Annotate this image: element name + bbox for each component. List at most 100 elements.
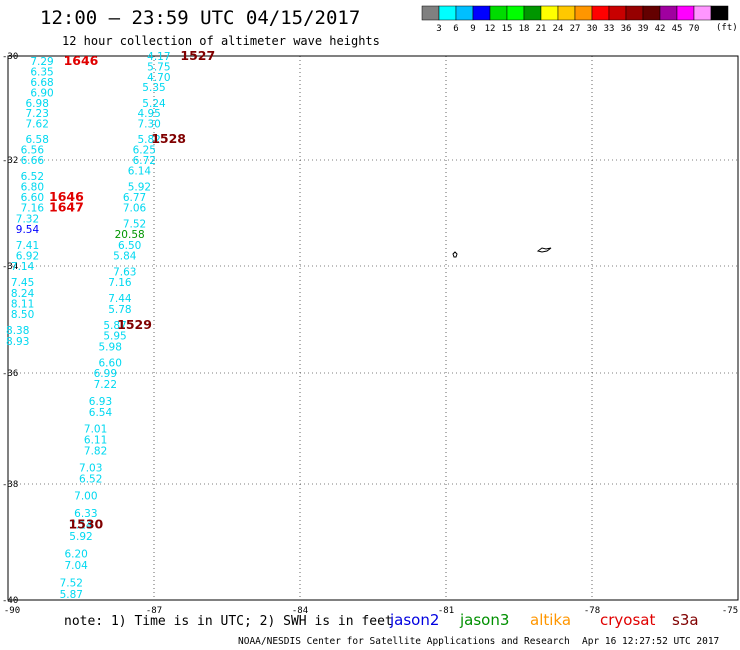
tick-labels: -90 -87 -84 -81 -78 -75 -30 -32 -34 -36 -38 -40 bbox=[2, 52, 738, 616]
swh-value: 5.84 bbox=[113, 250, 137, 262]
legend-swatch bbox=[591, 5, 610, 21]
legend-swatch bbox=[523, 5, 542, 21]
legend-label: 33 bbox=[604, 24, 615, 34]
satellite-label: jason3 bbox=[459, 611, 509, 629]
lon-tick-label: -90 bbox=[4, 606, 20, 616]
swh-value: 20.58 bbox=[115, 229, 145, 241]
swh-value: 6.99 bbox=[94, 368, 117, 380]
legend-label: 21 bbox=[536, 24, 547, 34]
swh-value: 7.52 bbox=[123, 219, 146, 231]
swh-value: 7.29 bbox=[30, 56, 53, 68]
swh-value: 7.16 bbox=[21, 203, 45, 215]
swh-value: 6.50 bbox=[118, 240, 141, 252]
track-time-label: 1528 bbox=[151, 131, 186, 146]
legend-label: 36 bbox=[621, 24, 632, 34]
legend-label: 15 bbox=[502, 24, 513, 34]
map-subtitle: 12 hour collection of altimeter wave hei… bbox=[62, 34, 380, 48]
legend-swatch bbox=[574, 5, 593, 21]
swh-value: 6.60 bbox=[21, 192, 44, 204]
swh-value: 7.32 bbox=[16, 213, 39, 225]
swh-value: 5.78 bbox=[108, 304, 131, 316]
swh-value: 8.11 bbox=[11, 298, 34, 310]
swh-value: 8.93 bbox=[6, 336, 29, 348]
swh-value: 5.24 bbox=[142, 98, 166, 110]
swh-value: 6.56 bbox=[21, 145, 45, 157]
legend-label: 18 bbox=[519, 24, 530, 34]
swh-value: 6.25 bbox=[133, 145, 156, 157]
swh-value: 6.52 bbox=[21, 171, 44, 183]
track-time-label: 1646 bbox=[64, 53, 99, 68]
legend-swatch bbox=[710, 5, 729, 21]
color-legend: 3 6 9 12 15 18 21 24 27 30 33 36 39 42 45 70 bbox=[421, 5, 729, 34]
satellite-label: jason2 bbox=[389, 611, 439, 629]
swh-value: 6.98 bbox=[26, 98, 49, 110]
legend-label: 45 bbox=[672, 24, 683, 34]
legend-label: 27 bbox=[570, 24, 581, 34]
legend-label: 3 bbox=[436, 24, 441, 34]
footer-note: note: 1) Time is in UTC; 2) SWH is in fe… bbox=[64, 614, 393, 629]
legend-swatch bbox=[642, 5, 661, 21]
track-time-label: 1529 bbox=[117, 317, 152, 332]
lat-tick-label: -38 bbox=[2, 480, 18, 490]
swh-value: 7.44 bbox=[108, 293, 132, 305]
lon-tick-label: -78 bbox=[584, 606, 600, 616]
lat-tick-label: -36 bbox=[2, 369, 18, 379]
swh-value: 6.14 bbox=[128, 166, 152, 178]
swh-value: 7.01 bbox=[84, 424, 107, 436]
swh-value: 6.35 bbox=[30, 67, 53, 79]
swh-value: 7.30 bbox=[137, 119, 160, 131]
legend-swatch bbox=[659, 5, 678, 21]
swh-value: 7.41 bbox=[16, 240, 39, 252]
island-outline bbox=[452, 251, 458, 258]
swh-values: 4.175.754.705.35 5.244.957.30 5.826.256.72… bbox=[6, 51, 171, 601]
satellite-legend: jason2 jason3 altika cryosat s3a bbox=[389, 611, 699, 629]
swh-value: 4.70 bbox=[147, 72, 170, 84]
track-time-label: 1647 bbox=[49, 200, 84, 215]
swh-value: 8.24 bbox=[11, 288, 35, 300]
swh-value: 7.63 bbox=[113, 266, 136, 278]
legend-swatch bbox=[438, 5, 457, 21]
swh-value: 5.98 bbox=[99, 341, 122, 353]
swh-value: 4.17 bbox=[147, 51, 170, 63]
swh-value: 6.93 bbox=[89, 396, 112, 408]
lat-tick-label: -40 bbox=[2, 596, 18, 606]
legend-swatch bbox=[506, 5, 525, 21]
legend-swatch bbox=[608, 5, 627, 21]
legend-swatch bbox=[455, 5, 474, 21]
satellite-label: cryosat bbox=[600, 611, 655, 629]
swh-value: 5.92 bbox=[69, 531, 92, 543]
legend-swatch bbox=[489, 5, 508, 21]
swh-value: 7.52 bbox=[60, 578, 83, 590]
swh-value: 7.82 bbox=[84, 446, 107, 458]
swh-value: 6.58 bbox=[26, 134, 49, 146]
swh-value: 6.54 bbox=[89, 407, 113, 419]
legend-label: 24 bbox=[553, 24, 564, 34]
grid-lines bbox=[8, 56, 738, 600]
footer-timestamp: Apr 16 12:27:52 UTC 2017 bbox=[582, 636, 719, 647]
swh-value: 5.92 bbox=[128, 182, 151, 194]
swh-value: 6.68 bbox=[30, 77, 53, 89]
legend-swatch bbox=[472, 5, 491, 21]
swh-value: 6.33 bbox=[74, 508, 97, 520]
swh-value: 7.16 bbox=[108, 277, 132, 289]
satellite-label: altika bbox=[530, 611, 571, 629]
swh-value: 7.03 bbox=[79, 462, 102, 474]
swh-value: 5.87 bbox=[60, 589, 83, 601]
swh-value: 5.95 bbox=[103, 331, 126, 343]
swh-value: 6.80 bbox=[21, 182, 44, 194]
lon-tick-label: -75 bbox=[722, 606, 738, 616]
swh-value: 8.38 bbox=[6, 325, 29, 337]
legend-swatch bbox=[540, 5, 559, 21]
map-frame bbox=[7, 55, 739, 601]
swh-value: 4.95 bbox=[137, 108, 160, 120]
swh-value: 6.11 bbox=[84, 435, 107, 447]
footer-credit: NOAA/NESDIS Center for Satellite Applica… bbox=[238, 636, 570, 647]
track-time-label: 1527 bbox=[180, 48, 215, 63]
map-title: 12:00 – 23:59 UTC 04/15/2017 bbox=[40, 7, 360, 29]
lat-tick-label: -34 bbox=[2, 262, 18, 272]
swh-value: 7.14 bbox=[69, 520, 93, 532]
lat-tick-label: -32 bbox=[2, 156, 18, 166]
swh-value: 6.92 bbox=[16, 250, 39, 262]
swh-value: 7.06 bbox=[123, 203, 147, 215]
